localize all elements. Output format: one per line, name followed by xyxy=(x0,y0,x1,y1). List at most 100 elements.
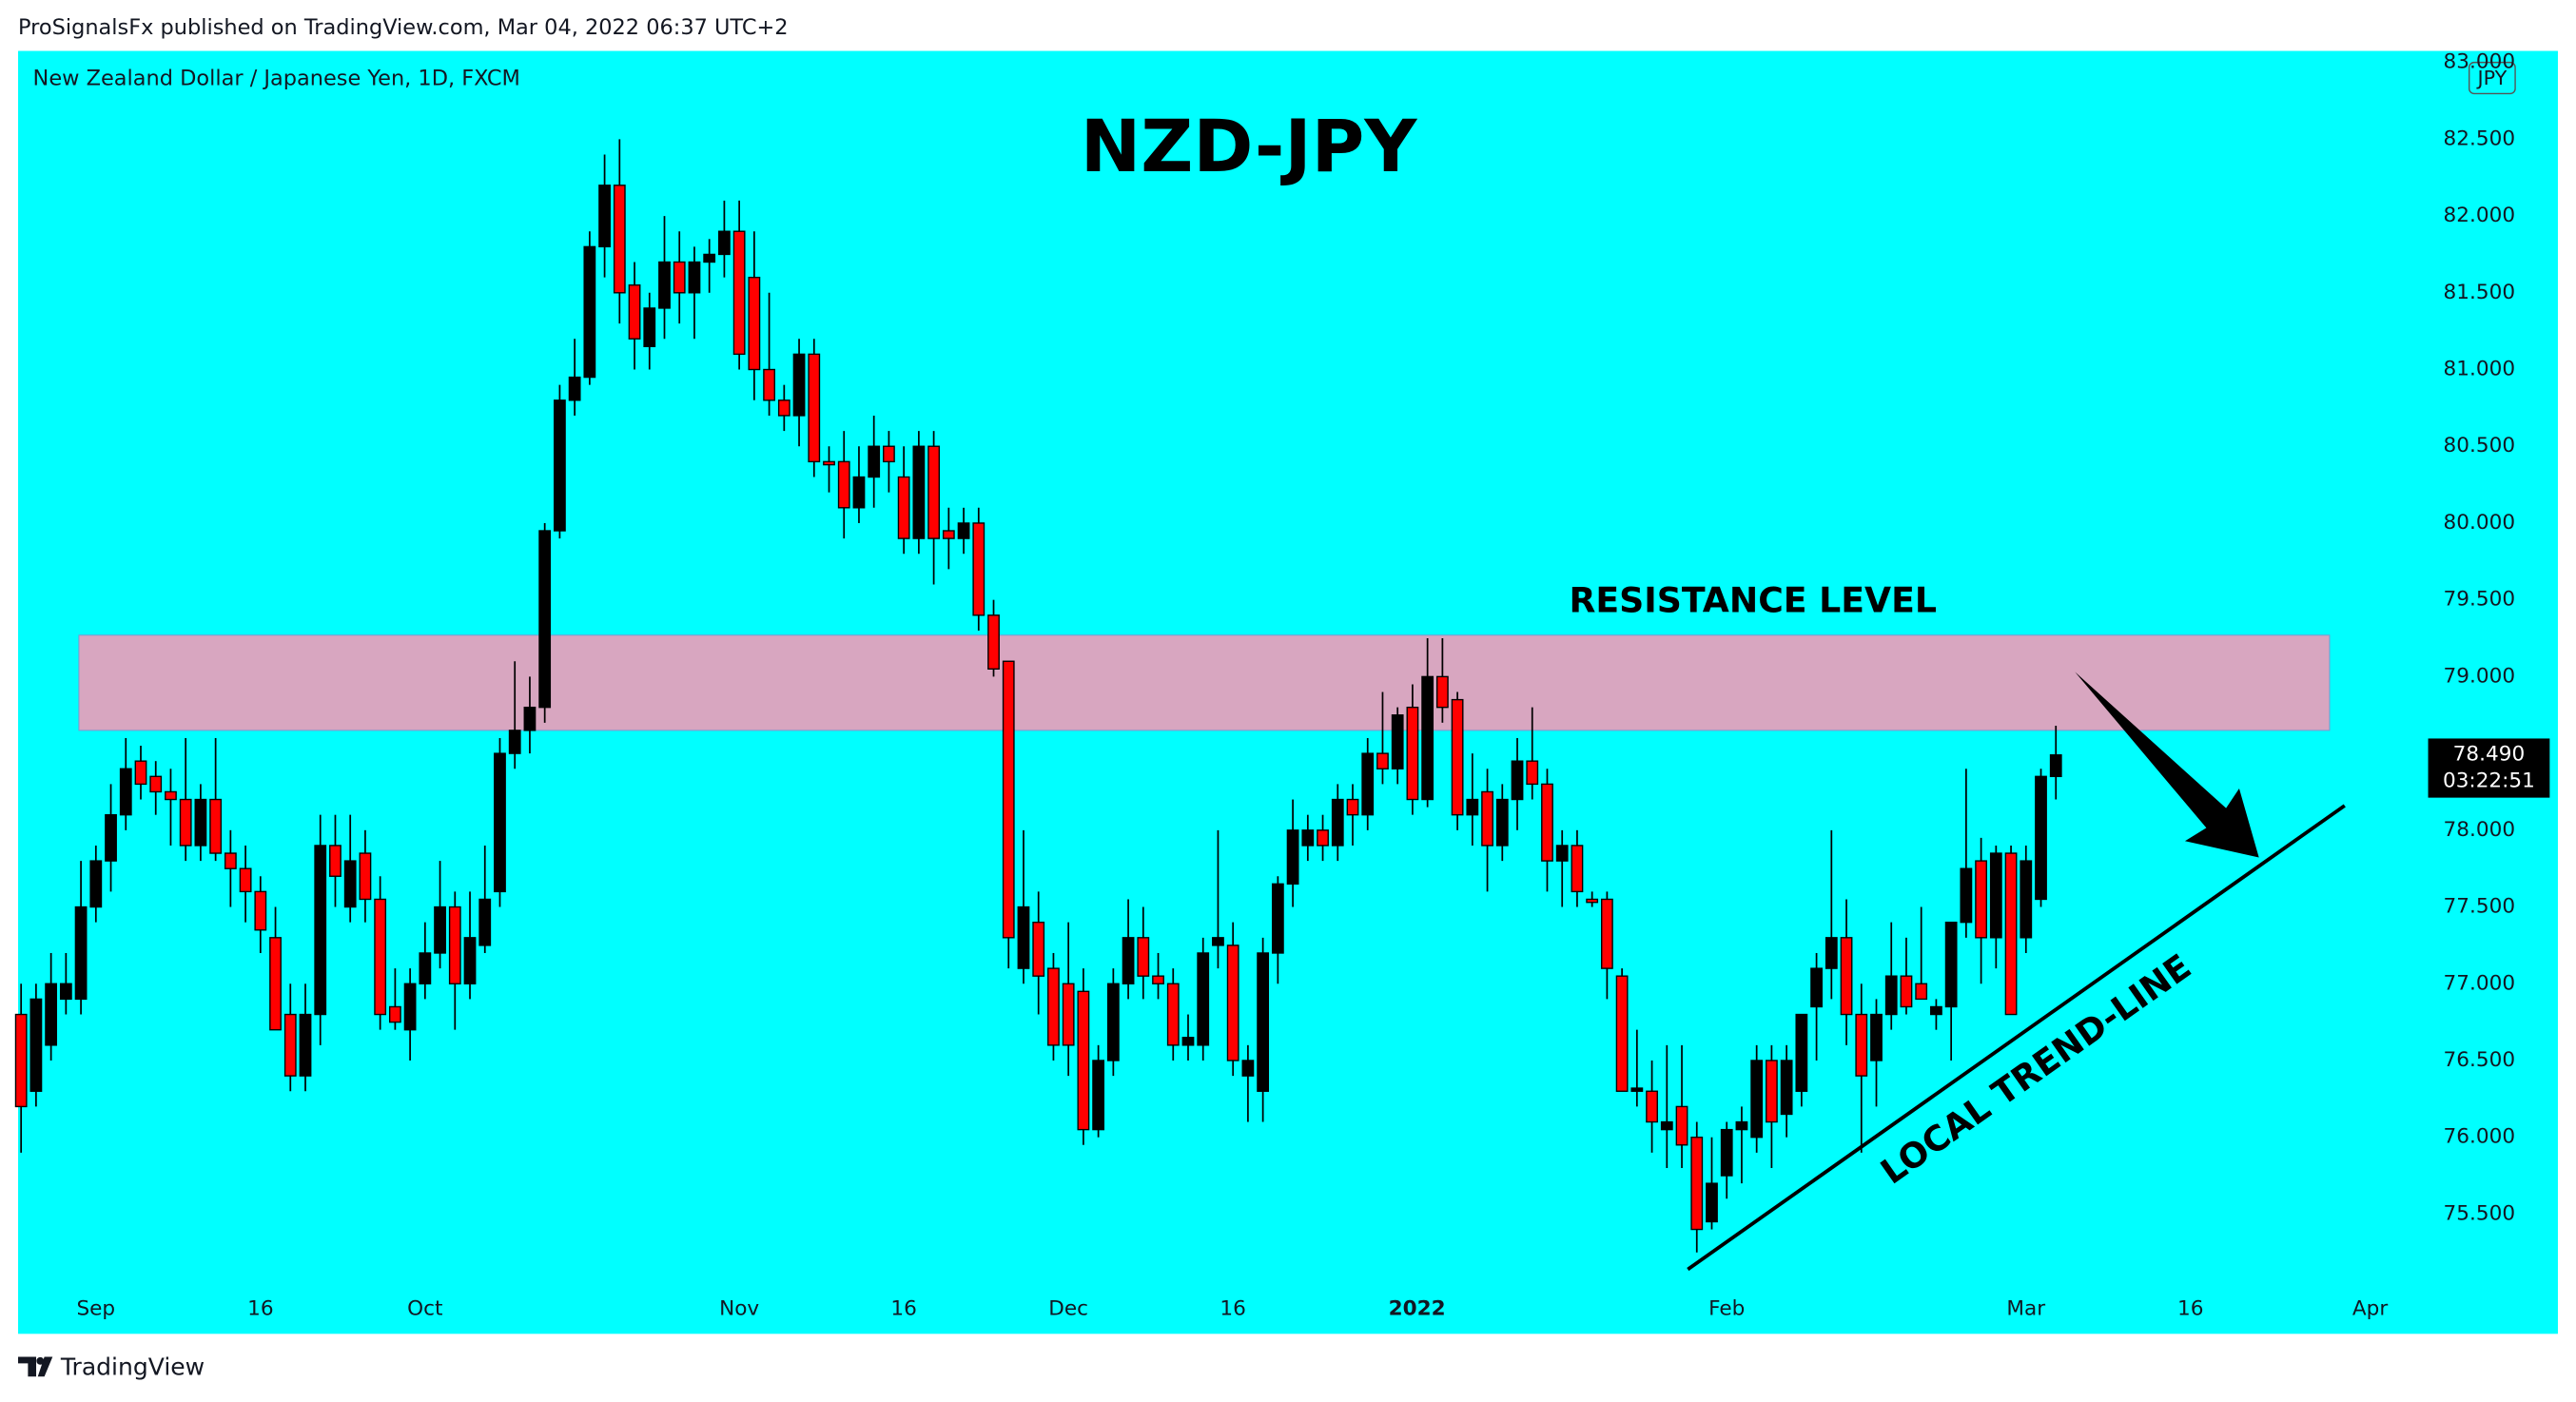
candle-body xyxy=(523,706,537,731)
y-tick-label: 80.000 xyxy=(2444,511,2516,535)
symbol-label: New Zealand Dollar / Japanese Yen, 1D, F… xyxy=(33,66,520,90)
candle-body xyxy=(329,845,342,877)
candle-body xyxy=(299,1013,312,1077)
candle-body xyxy=(1122,937,1135,984)
candle-body xyxy=(239,867,252,893)
candle-body xyxy=(658,261,671,309)
candle-body xyxy=(763,368,775,401)
candle-body xyxy=(538,530,552,709)
y-tick-label: 81.500 xyxy=(2444,281,2516,304)
candle-body xyxy=(1017,905,1030,969)
candle-body xyxy=(283,1013,297,1077)
candle-body xyxy=(1077,990,1090,1131)
candle-body xyxy=(777,399,790,417)
candle-body xyxy=(463,937,477,984)
candle-body xyxy=(1675,1105,1688,1146)
candle-body xyxy=(494,752,506,893)
candle-body xyxy=(254,890,267,931)
candle-body xyxy=(269,937,282,1031)
candle-body xyxy=(1241,1060,1255,1077)
candle-body xyxy=(1047,967,1060,1046)
candle-body xyxy=(1451,698,1464,816)
candle-body xyxy=(1317,829,1329,847)
candle-body xyxy=(1152,975,1164,984)
y-tick-label: 81.000 xyxy=(2444,358,2516,381)
trend-line xyxy=(1687,804,2346,1272)
candle-body xyxy=(1286,829,1299,886)
x-tick-label: Feb xyxy=(1708,1296,1745,1320)
candle-body xyxy=(14,1013,28,1108)
tradingview-logo xyxy=(18,1356,53,1377)
x-tick-label: Sep xyxy=(76,1296,115,1320)
candle-body xyxy=(359,852,372,901)
y-tick-label: 76.000 xyxy=(2444,1125,2516,1149)
candle-body xyxy=(1571,845,1584,893)
candle-body xyxy=(149,775,163,793)
last-price-box xyxy=(2428,738,2550,798)
x-tick-label: 16 xyxy=(2177,1296,2203,1320)
candle-body xyxy=(419,952,432,984)
candle-body xyxy=(374,898,387,1016)
candle-body xyxy=(1884,975,1898,1016)
candle-body xyxy=(1346,798,1359,816)
candle-body xyxy=(209,798,223,854)
candle-body xyxy=(1421,675,1434,801)
x-tick-label: Mar xyxy=(2006,1296,2045,1320)
candle-body xyxy=(1181,1037,1195,1046)
candle-body xyxy=(1495,798,1509,847)
candle-body xyxy=(643,307,656,347)
candle-body xyxy=(343,860,357,908)
candle-body xyxy=(224,852,237,869)
candle-body xyxy=(1271,883,1284,954)
candle-body xyxy=(29,998,43,1092)
candle-body xyxy=(1795,1013,1808,1092)
y-tick-label: 80.500 xyxy=(2444,434,2516,458)
chart-title: NZD-JPY xyxy=(1081,104,1418,188)
candle-body xyxy=(852,476,866,509)
candle-body xyxy=(942,530,955,539)
candle-body xyxy=(1106,983,1120,1061)
candle-body xyxy=(194,798,207,847)
candle-body xyxy=(1810,967,1823,1008)
candle-body xyxy=(1586,898,1599,904)
x-tick-label: Dec xyxy=(1048,1296,1088,1320)
candle-body xyxy=(2004,852,2018,1016)
candle-body xyxy=(1376,752,1389,769)
candle-body xyxy=(2049,754,2062,778)
candle-body xyxy=(972,522,986,616)
candle-body xyxy=(388,1005,401,1023)
x-tick-label: Oct xyxy=(407,1296,442,1320)
candle-body xyxy=(748,276,761,371)
candle-body xyxy=(868,445,881,478)
y-tick-label: 78.000 xyxy=(2444,818,2516,842)
candle-body xyxy=(568,376,581,401)
candle-body xyxy=(732,230,746,356)
candle-body xyxy=(1825,937,1838,969)
candle-body xyxy=(1750,1060,1764,1139)
candle-body xyxy=(1481,790,1493,847)
candle-body xyxy=(134,760,147,786)
candle-body xyxy=(1257,952,1270,1092)
candle-body xyxy=(897,476,910,539)
x-tick-label: Apr xyxy=(2352,1296,2388,1320)
candle-body xyxy=(1166,983,1180,1046)
candle-body xyxy=(1600,898,1613,969)
currency-label: JPY xyxy=(2475,67,2507,89)
candle-body xyxy=(1915,983,1928,1001)
publish-header: ProSignalsFx published on TradingView.co… xyxy=(18,15,789,40)
x-tick-label: 16 xyxy=(1220,1296,1245,1320)
candle-body xyxy=(1197,952,1210,1046)
y-tick-label: 77.500 xyxy=(2444,895,2516,919)
candle-body xyxy=(1212,937,1224,946)
candle-body xyxy=(1706,1182,1718,1223)
candle-body xyxy=(1900,975,1913,1008)
candle-body xyxy=(1960,867,1973,924)
y-tick-label: 82.500 xyxy=(2444,127,2516,150)
candle-body xyxy=(1615,975,1629,1092)
candle-body xyxy=(1511,760,1524,801)
candle-body xyxy=(403,983,417,1031)
candle-body xyxy=(718,230,731,256)
candle-body xyxy=(1660,1120,1673,1131)
x-tick-label: 2022 xyxy=(1389,1296,1446,1320)
